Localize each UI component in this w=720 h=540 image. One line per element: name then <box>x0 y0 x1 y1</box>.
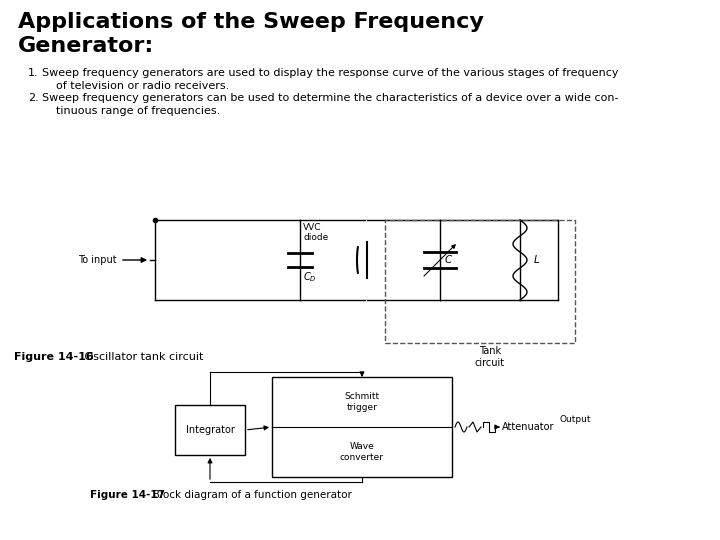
Text: Attenuator: Attenuator <box>502 422 554 432</box>
Text: Output: Output <box>560 415 592 423</box>
Text: Tank
circuit: Tank circuit <box>475 346 505 368</box>
Text: Schmitt
trigger: Schmitt trigger <box>344 392 379 411</box>
Text: Oscillator tank circuit: Oscillator tank circuit <box>74 352 203 362</box>
Text: 2.: 2. <box>28 93 39 103</box>
Bar <box>272 377 452 477</box>
Text: 1.: 1. <box>28 68 39 78</box>
Text: Block diagram of a function generator: Block diagram of a function generator <box>143 490 352 500</box>
Text: Figure 14-17: Figure 14-17 <box>90 490 165 500</box>
Text: Wave
converter: Wave converter <box>340 442 384 462</box>
Text: C: C <box>445 255 452 265</box>
Text: Sweep frequency generators can be used to determine the characteristics of a dev: Sweep frequency generators can be used t… <box>42 93 618 116</box>
Text: Figure 14-16: Figure 14-16 <box>14 352 94 362</box>
Text: L: L <box>534 255 540 265</box>
Text: VVC
diode: VVC diode <box>303 222 328 242</box>
Bar <box>175 405 245 455</box>
Text: $C_D$: $C_D$ <box>303 270 317 284</box>
Text: To input: To input <box>78 255 117 265</box>
Text: Sweep frequency generators are used to display the response curve of the various: Sweep frequency generators are used to d… <box>42 68 618 91</box>
Bar <box>385 220 575 343</box>
Text: Applications of the Sweep Frequency
Generator:: Applications of the Sweep Frequency Gene… <box>18 12 484 56</box>
Text: Integrator: Integrator <box>186 425 235 435</box>
